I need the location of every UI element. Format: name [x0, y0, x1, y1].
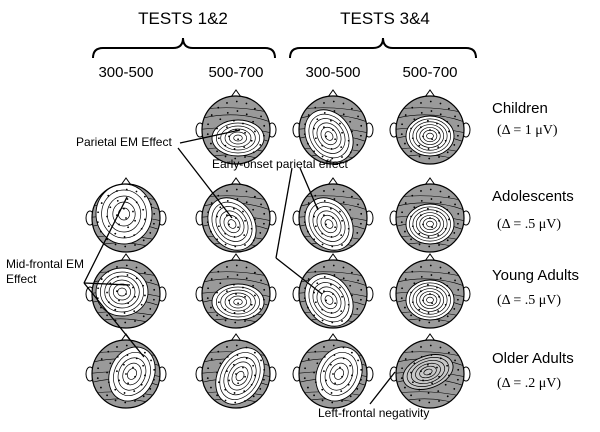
row-label-adolescents: Adolescents — [492, 188, 574, 205]
head-map-2-2 — [195, 177, 277, 253]
head-map-1-2 — [195, 89, 277, 165]
row-labels: Children (Δ = 1 μV) Adolescents (Δ = .5 … — [492, 100, 579, 391]
head-map-3-2 — [195, 253, 277, 329]
parietal-em-pointer — [179, 129, 241, 144]
head-map-1-3 — [292, 89, 374, 165]
head-map-2-4 — [389, 177, 471, 253]
annotation-lines — [83, 129, 396, 405]
head-map-grid — [85, 89, 471, 409]
time-window-4: 500-700 — [402, 64, 457, 81]
row-label-young-adults: Young Adults — [492, 267, 579, 284]
annotation-mid-frontal-line2: Effect — [6, 272, 37, 286]
annotation-left-frontal-negativity: Left-frontal negativity — [318, 406, 429, 420]
head-map-4-1 — [85, 333, 167, 409]
time-window-3: 300-500 — [305, 64, 360, 81]
head-map-2-1 — [85, 177, 167, 253]
head-map-4-2 — [195, 333, 277, 409]
head-map-3-3 — [292, 253, 374, 329]
early-onset-pointer-1 — [299, 167, 319, 211]
mid-frontal-pointer-3 — [83, 282, 145, 358]
time-window-2: 500-700 — [208, 64, 263, 81]
row-delta-children: (Δ = 1 μV) — [497, 123, 558, 138]
group-header-tests-3-4: TESTS 3&4 — [340, 9, 430, 28]
row-label-older-adults: Older Adults — [492, 350, 574, 367]
head-map-4-4 — [389, 333, 471, 409]
row-label-children: Children — [492, 100, 548, 117]
row-delta-young-adults: (Δ = .5 μV) — [497, 293, 561, 308]
row-delta-older-adults: (Δ = .2 μV) — [497, 376, 561, 391]
brace-tests-1-2 — [92, 37, 276, 59]
head-map-3-4 — [389, 253, 471, 329]
left-frontal-pointer — [369, 371, 396, 405]
mid-frontal-pointer-2 — [83, 282, 131, 286]
mid-frontal-pointer-1 — [83, 196, 128, 284]
annotation-mid-frontal-line1: Mid-frontal EM — [6, 257, 84, 271]
early-onset-pointer-3 — [275, 257, 323, 295]
group-header-tests-1-2: TESTS 1&2 — [138, 9, 228, 28]
parietal-em-pointer-2 — [177, 147, 233, 219]
time-window-1: 300-500 — [98, 64, 153, 81]
annotation-parietal-em: Parietal EM Effect — [76, 135, 172, 149]
annotation-early-onset: Early-onset parietal effect — [212, 157, 349, 171]
head-map-1-4 — [389, 89, 471, 165]
head-map-4-3 — [292, 333, 374, 409]
head-map-2-3 — [292, 177, 374, 253]
brace-tests-3-4 — [289, 37, 477, 59]
head-map-3-1 — [85, 253, 167, 329]
row-delta-adolescents: (Δ = .5 μV) — [497, 217, 561, 232]
early-onset-pointer-2 — [275, 167, 293, 259]
